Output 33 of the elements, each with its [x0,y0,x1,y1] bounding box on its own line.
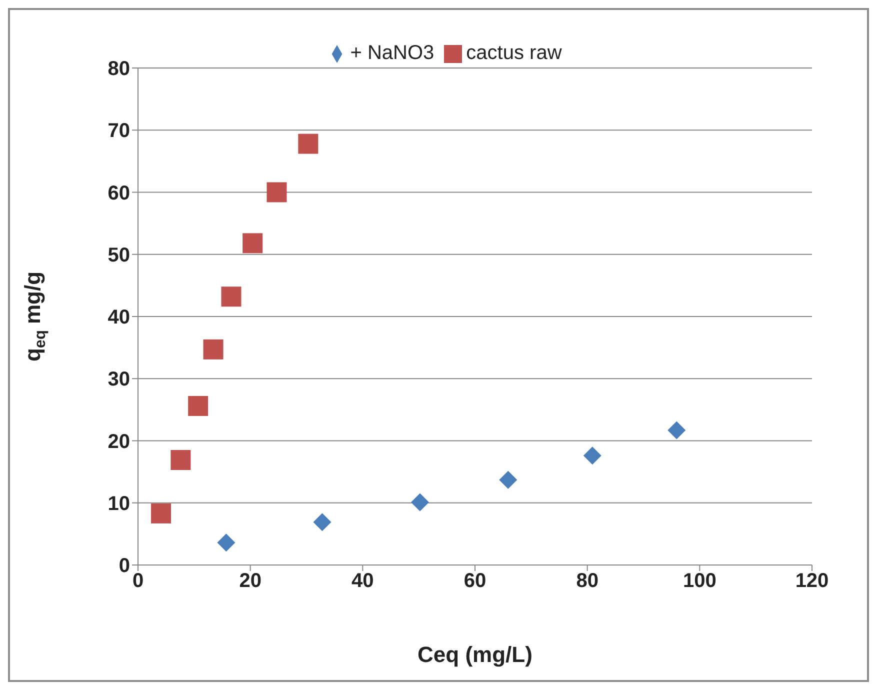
y-tick-label: 80 [108,58,130,80]
point [151,503,172,524]
point [266,182,287,202]
x-axis-title: Ceq (mg/L) [418,642,532,667]
legend-label: cactus raw [466,42,562,64]
x-tick-label: 0 [132,570,144,592]
point [170,450,191,470]
point [313,513,332,532]
y-tick-label: 60 [108,182,130,204]
point [188,396,208,416]
point [221,286,242,307]
point [668,421,686,440]
x-tick-label: 40 [352,570,374,592]
point [242,233,263,254]
x-tick-label: 120 [795,570,829,592]
y-tick-label: 70 [108,120,130,142]
point [499,470,518,489]
point [298,134,318,154]
x-tick-label: 100 [682,570,716,592]
x-tick-label: 20 [239,570,262,592]
legend-label: + NaNO3 [350,42,434,64]
y-tick-label: 20 [108,430,130,453]
point [410,493,429,512]
y-tick-label: 40 [108,306,130,329]
y-tick-label: 50 [108,244,130,266]
x-tick-label: 80 [576,570,598,592]
point [203,339,224,360]
y-tick-label: 0 [118,555,130,578]
x-tick-label: 60 [464,570,486,592]
point [217,534,236,552]
y-tick-label: 30 [108,368,130,391]
y-tick-label: 10 [108,492,130,515]
point [583,446,602,465]
